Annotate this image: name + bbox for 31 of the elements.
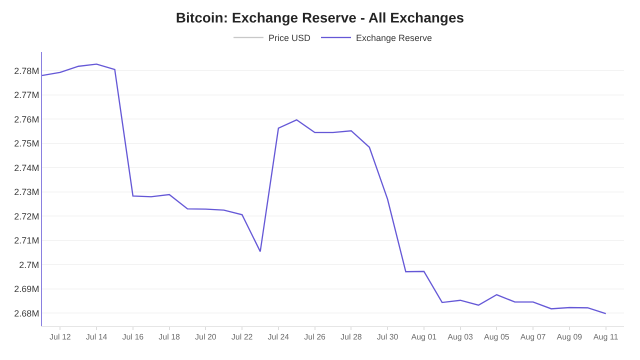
x-tick-label: Jul 28	[340, 332, 362, 342]
legend-label: Exchange Reserve	[356, 33, 432, 44]
x-tick-label: Aug 07	[520, 332, 546, 342]
legend-label: Price USD	[268, 33, 312, 44]
x-tick-label: Aug 03	[448, 332, 474, 342]
x-tick-label: Jul 14	[86, 332, 108, 342]
y-tick-label: 2.77M	[14, 90, 40, 100]
x-tick-label: Jul 26	[304, 332, 326, 342]
y-tick-label: 2.7M	[19, 260, 40, 270]
y-tick-label: 2.71M	[14, 236, 40, 246]
x-tick-label: Jul 16	[122, 332, 144, 342]
x-tick-label: Jul 30	[376, 332, 399, 342]
x-tick-label: Jul 24	[268, 332, 290, 342]
y-tick-label: 2.72M	[14, 211, 40, 222]
x-tick-label: Jul 22	[231, 332, 254, 342]
x-tick-label: Jul 18	[158, 332, 181, 342]
y-tick-label: 2.75M	[14, 138, 40, 149]
x-tick-label: Aug 05	[484, 332, 510, 342]
x-tick-label: Jul 12	[50, 332, 72, 342]
y-tick-label: 2.73M	[14, 187, 40, 198]
x-tick-label: Aug 09	[556, 332, 583, 342]
line-series	[42, 63, 606, 314]
y-tick-label: 2.74M	[14, 162, 40, 173]
x-tick-label: Jul 20	[195, 332, 217, 342]
y-tick-label: 2.68M	[14, 308, 40, 318]
y-tick-label: 2.69M	[14, 284, 40, 294]
x-tick-label: Aug 11	[593, 332, 619, 342]
chart-title: Bitcoin: Exchange Reserve - All Exchanges	[176, 9, 464, 26]
y-tick-label: 2.78M	[14, 66, 40, 76]
x-tick-label: Aug 01	[411, 332, 438, 342]
y-tick-label: 2.76M	[14, 114, 40, 124]
